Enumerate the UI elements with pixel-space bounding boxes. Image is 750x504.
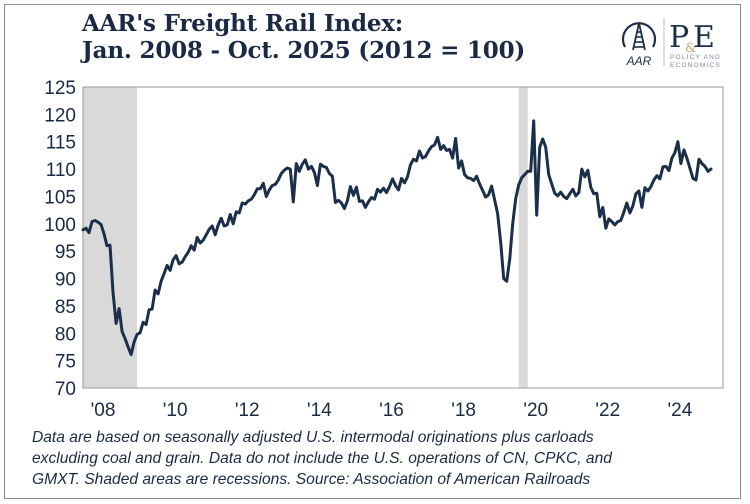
y-tick-label: 75 (55, 352, 76, 373)
series-line-freight-rail-index (81, 119, 713, 357)
chart-title: AAR's Freight Rail Index: Jan. 2008 - Oc… (82, 10, 525, 64)
y-tick-label: 105 (44, 187, 76, 208)
x-tick-label: '22 (595, 400, 620, 421)
plot-area (82, 86, 724, 389)
x-tick-label: '24 (668, 400, 693, 421)
aar-pe-logo: AAR P & E POLICY AND ECONOMICS (621, 18, 721, 69)
pe-sub-2: ECONOMICS (670, 62, 721, 69)
y-tick-label: 80 (55, 324, 76, 345)
recession-bands (83, 87, 528, 388)
y-tick-label: 90 (55, 270, 76, 291)
aar-text: AAR (626, 54, 652, 68)
e-mark: E (693, 20, 715, 55)
y-tick-label: 100 (44, 215, 76, 236)
x-tick-label: '12 (235, 400, 260, 421)
x-tick-label: '14 (307, 400, 332, 421)
pe-mark: P (669, 20, 689, 55)
y-tick-label: 110 (46, 160, 76, 181)
footnote-line-3: GMXT. Shaded areas are recessions. Sourc… (32, 471, 591, 488)
recession-band-2 (518, 87, 528, 388)
y-tick-label: 120 (44, 105, 76, 126)
x-tick-label: '08 (91, 400, 116, 421)
footnote-line-1: Data are based on seasonally adjusted U.… (32, 429, 594, 446)
y-tick-label: 70 (55, 379, 76, 400)
railroad-track-icon (621, 22, 657, 51)
x-tick-label: '10 (163, 400, 188, 421)
title-line-2: Jan. 2008 - Oct. 2025 (2012 = 100) (82, 37, 526, 64)
y-tick-label: 125 (44, 78, 76, 99)
x-tick-label: '20 (523, 400, 548, 421)
ampersand-mark: & (685, 41, 697, 56)
y-tick-label: 85 (55, 297, 76, 318)
x-axis: '08 '10 '12 '14 '16 '18 '20 '22 '24 (91, 400, 693, 421)
x-tick-label: '18 (451, 400, 476, 421)
y-tick-label: 115 (46, 133, 76, 154)
y-axis: 70 75 80 85 90 95 100 105 110 115 120 125 (44, 78, 76, 400)
recession-band-1 (83, 87, 138, 388)
x-tick-label: '16 (379, 400, 404, 421)
title-line-1: AAR's Freight Rail Index: (82, 10, 404, 37)
footnote-line-2: excluding coal and grain. Data do not in… (32, 450, 612, 467)
pe-sub-1: POLICY AND (670, 54, 721, 61)
y-tick-label: 95 (55, 242, 76, 263)
footnote: Data are based on seasonally adjusted U.… (32, 427, 732, 490)
